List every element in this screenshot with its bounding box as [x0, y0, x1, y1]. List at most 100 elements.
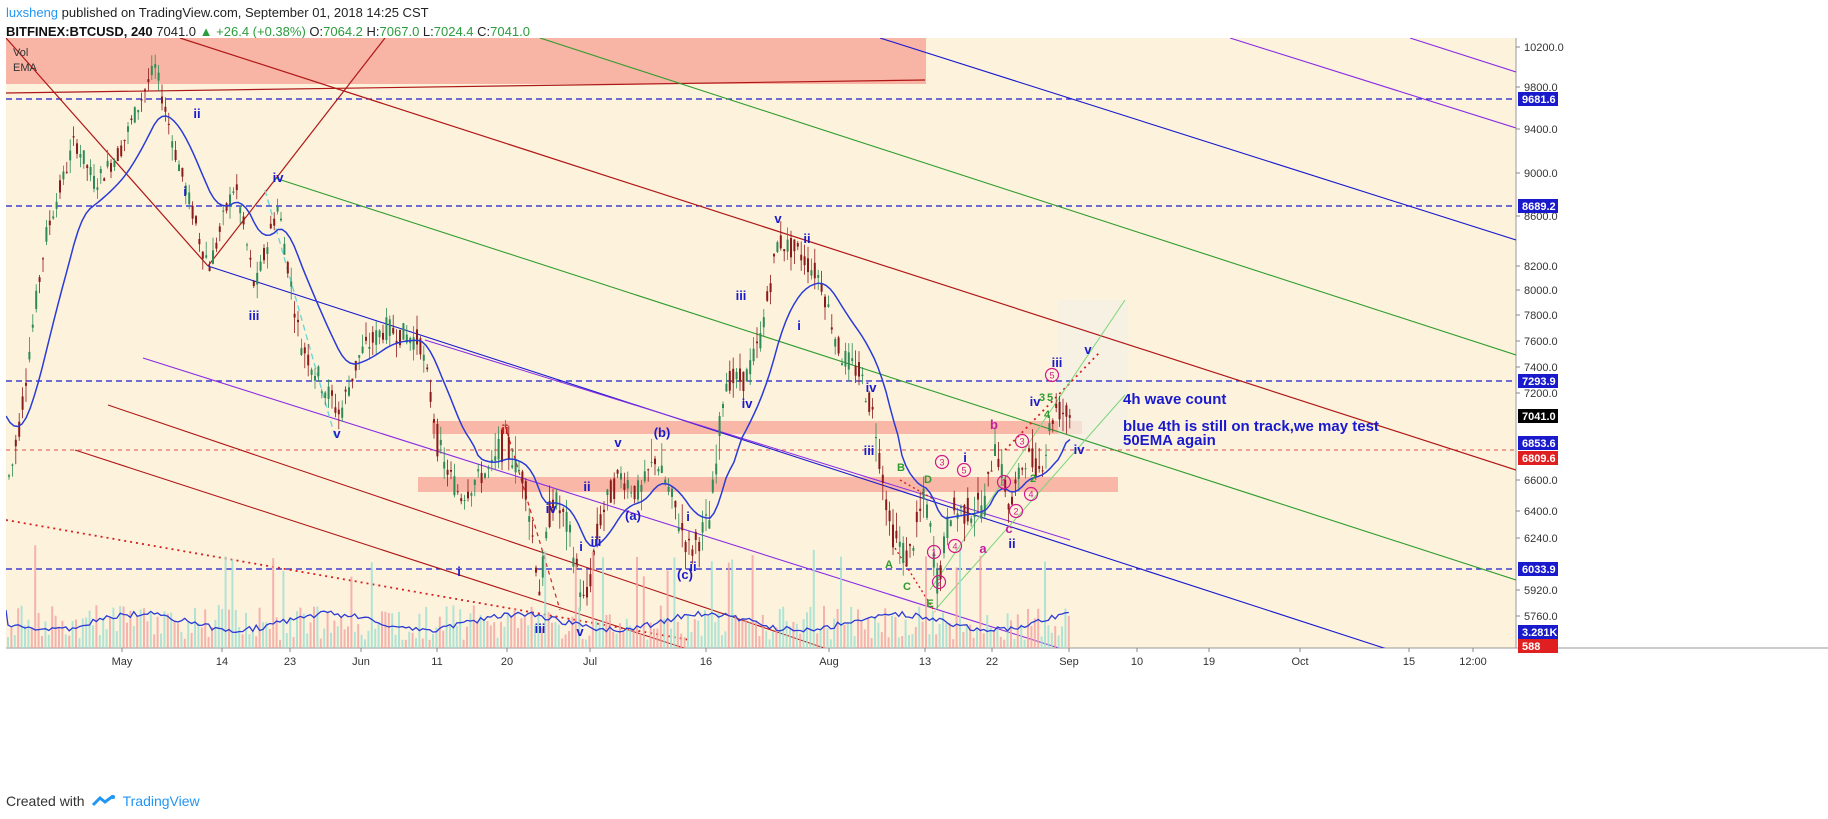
candle-body [52, 216, 55, 219]
symbol-label[interactable]: BITFINEX:BTCUSD, 240 [6, 24, 153, 39]
blue-channel-upper [879, 38, 1516, 241]
candle-body [249, 257, 252, 260]
candle-body [847, 352, 850, 370]
volume-bar [394, 634, 397, 648]
volume-bar [540, 627, 543, 648]
volume-bar [98, 634, 101, 648]
candle-body [630, 492, 633, 494]
volume-bar [102, 617, 105, 648]
candle-body [286, 262, 289, 274]
support-band [418, 477, 1118, 492]
candle-body [419, 338, 422, 355]
volume-bar [47, 634, 50, 648]
resistance-band [432, 421, 1082, 434]
volume-bar [136, 615, 139, 648]
volume-bar [619, 623, 621, 648]
wave-label: v [576, 624, 584, 639]
candle-body [341, 407, 344, 418]
volume-bar [717, 612, 720, 648]
volume-bar [1010, 620, 1012, 648]
wave-label: v [333, 426, 341, 441]
candle-body [766, 291, 769, 301]
volume-bar [88, 610, 91, 648]
volume-bar [472, 605, 475, 648]
wave-circle [996, 474, 1012, 490]
wave-circle-label: 5 [1049, 371, 1054, 381]
red-line-b [207, 38, 386, 267]
volume-bar [404, 639, 407, 648]
volume-bar [585, 639, 587, 648]
candle-body [144, 89, 146, 92]
candle-body [69, 150, 72, 161]
wave-circle [1023, 486, 1039, 502]
candle-body [317, 366, 320, 377]
volume-bar [272, 558, 275, 648]
volume-bar [170, 612, 173, 648]
volume-bar [697, 620, 700, 648]
volume-bar [411, 632, 414, 648]
volume-bar [517, 628, 519, 648]
volume-bar [245, 612, 247, 648]
candle-body [888, 510, 891, 522]
volume-bar [353, 631, 356, 648]
wave-label: ii [803, 231, 810, 246]
candle-body [694, 531, 697, 540]
wave-circle-label: 3 [1019, 437, 1024, 447]
volume-bar [432, 633, 434, 648]
volume-bar [999, 636, 1002, 648]
candle-body [582, 594, 585, 596]
candle-body [174, 149, 177, 160]
candle-body [252, 281, 255, 287]
author-link[interactable]: luxsheng [6, 5, 59, 20]
volume-bar [870, 637, 873, 648]
candle-body [28, 351, 31, 360]
volume-bar [122, 606, 125, 648]
tradingview-logo-icon [91, 794, 115, 807]
close-value: 7041.0 [490, 24, 530, 39]
volume-bar [612, 631, 615, 648]
volume-bar [649, 622, 652, 648]
volume-bar [61, 620, 64, 648]
volume-bar [833, 618, 836, 648]
candle-body [589, 574, 592, 587]
candle-body [79, 153, 82, 158]
blue-channel-lower [207, 265, 1386, 648]
volume-bar [653, 628, 655, 648]
candle-body [541, 556, 544, 578]
candle-body [450, 469, 452, 472]
volume-bar [160, 633, 162, 648]
legend-vol: Vol [13, 47, 28, 59]
candle-body [320, 391, 323, 393]
volume-bar [428, 639, 431, 648]
candle-body [14, 439, 17, 447]
volume-bar [972, 637, 975, 648]
volume-bar [469, 613, 472, 648]
candle-body [807, 258, 809, 273]
volume-bar [537, 616, 540, 648]
volume-bar [483, 618, 485, 648]
candle-body [1055, 403, 1058, 408]
price-tag [1518, 199, 1558, 213]
price-tag-label: 588 [1522, 641, 1540, 653]
x-tick-label: Oct [1291, 656, 1308, 668]
volume-bar [109, 617, 111, 648]
candle-body [422, 354, 425, 361]
volume-bar [802, 619, 805, 648]
volume-bar [24, 625, 26, 648]
volume-bar [1030, 625, 1033, 648]
wave-label: D [924, 474, 932, 486]
y-tick-label: 9400.0 [1524, 124, 1558, 136]
volume-bar [476, 621, 479, 648]
candle-body [987, 471, 990, 474]
volume-bar [112, 607, 115, 648]
x-tick-label: 14 [216, 656, 228, 668]
candle-body [31, 324, 34, 328]
volume-bar [666, 570, 669, 648]
volume-bar [1020, 624, 1023, 648]
volume-bar [166, 613, 169, 648]
candle-body [38, 277, 41, 282]
volume-bar [1003, 639, 1006, 648]
candle-body [555, 492, 558, 506]
tradingview-brand[interactable]: TradingView [122, 793, 200, 809]
